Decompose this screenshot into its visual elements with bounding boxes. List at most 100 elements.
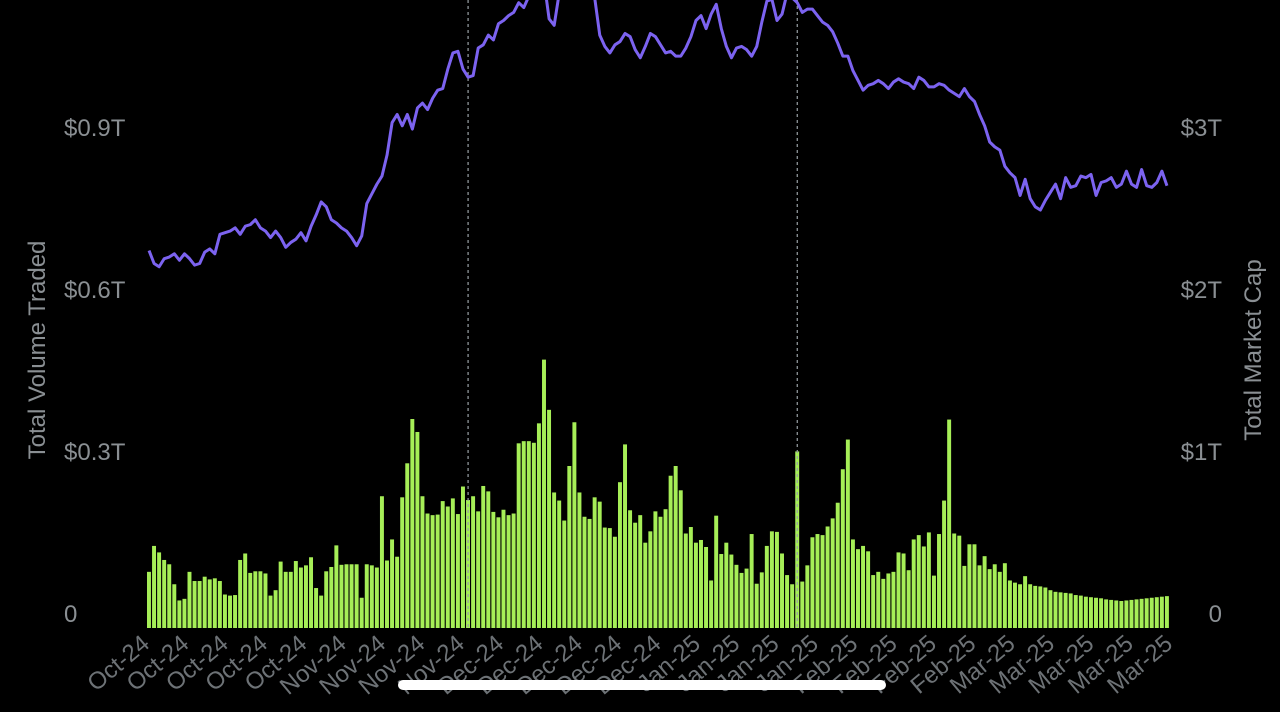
volume-bar — [1048, 590, 1053, 628]
volume-bar — [729, 554, 734, 628]
volume-bar — [491, 511, 496, 628]
volume-bar — [567, 466, 572, 628]
volume-bar — [693, 542, 698, 628]
volume-bar — [400, 497, 405, 628]
volume-bar — [795, 451, 800, 628]
volume-bar — [1007, 580, 1012, 628]
volume-bar — [374, 567, 379, 628]
volume-bar — [774, 531, 779, 628]
volume-bar — [1078, 595, 1083, 628]
volume-bar — [926, 532, 931, 628]
volume-bar — [390, 539, 395, 628]
y-right-axis-title: Total Market Cap — [1240, 259, 1267, 440]
volume-bar — [921, 546, 926, 628]
volume-bar — [1013, 582, 1017, 628]
volume-bar — [1094, 597, 1098, 628]
y-right-tick-label: 0 — [1209, 601, 1222, 628]
volume-bar — [481, 485, 486, 628]
volume-bar — [891, 571, 896, 628]
volume-bar — [623, 444, 627, 628]
volume-bar — [861, 545, 866, 628]
volume-bar — [648, 531, 653, 628]
volume-bar — [830, 518, 835, 628]
market-cap-line — [147, 0, 1169, 269]
volume-bar — [182, 598, 187, 628]
volume-bar — [460, 486, 465, 628]
volume-bar — [268, 595, 273, 628]
volume-bar — [395, 556, 400, 628]
volume-bar — [952, 533, 957, 628]
volume-bar — [349, 564, 354, 628]
volume-bar — [992, 564, 997, 628]
volume-bar — [947, 419, 952, 628]
volume-bar — [217, 581, 222, 628]
volume-bar — [192, 581, 197, 628]
volume-bar — [1088, 597, 1093, 628]
volume-bar — [759, 572, 764, 628]
volume-bar — [699, 539, 703, 628]
volume-bar — [167, 564, 172, 628]
volume-bar — [835, 502, 840, 628]
volume-bar — [1154, 597, 1159, 628]
volume-bar — [749, 534, 754, 628]
volume-bar — [663, 509, 668, 628]
volume-bar — [982, 556, 987, 628]
volume-bar — [931, 575, 936, 628]
volume-bar — [187, 571, 192, 628]
volume-bar — [800, 581, 805, 628]
volume-bar — [1043, 587, 1048, 628]
home-indicator[interactable] — [398, 680, 886, 690]
volume-bar — [856, 549, 860, 628]
volume-bar — [957, 535, 962, 628]
volume-bar — [344, 564, 349, 628]
volume-bar — [769, 531, 774, 628]
volume-bar — [734, 564, 739, 628]
volume-bar — [678, 490, 683, 628]
volume-bar — [1038, 586, 1043, 628]
volume-bar — [248, 572, 253, 628]
volume-bar — [688, 527, 693, 628]
volume-bar — [1144, 598, 1149, 628]
volume-bar — [1099, 598, 1104, 628]
volume-bar — [977, 565, 982, 628]
volume-bar — [1139, 598, 1144, 628]
volume-bar — [607, 528, 612, 628]
volume-bar — [410, 419, 415, 628]
y-right-tick-label: $1T — [1181, 439, 1223, 466]
volume-bar — [886, 573, 891, 628]
volume-bar — [845, 439, 850, 628]
volume-bar — [602, 527, 607, 628]
volume-bar — [1028, 584, 1033, 628]
volume-bar — [298, 567, 303, 628]
volume-bar — [278, 561, 283, 628]
volume-bar — [562, 520, 567, 628]
volume-bar — [967, 544, 972, 628]
volume-bar — [617, 482, 622, 628]
volume-bar — [633, 522, 638, 628]
volume-bar — [825, 526, 830, 628]
volume-bar — [744, 568, 749, 628]
volume-bar — [258, 571, 263, 628]
volume-bar — [309, 557, 314, 628]
vertical-markers — [467, 0, 798, 628]
volume-bar — [501, 509, 506, 628]
volume-bar — [714, 515, 719, 628]
volume-bar — [719, 554, 724, 628]
volume-bar — [896, 552, 901, 628]
volume-bar — [557, 500, 562, 628]
volume-bar — [288, 571, 293, 628]
volume-bar — [379, 496, 384, 628]
volume-bar — [334, 545, 339, 628]
volume-bar — [724, 542, 729, 628]
volume-bar — [415, 431, 420, 628]
volume-bar — [1068, 593, 1073, 628]
volume-bar — [683, 533, 688, 628]
volume-bar — [202, 576, 207, 628]
volume-bar — [420, 496, 425, 628]
volume-bar — [592, 497, 597, 628]
volume-bar — [430, 515, 435, 628]
volume-bar — [243, 553, 248, 628]
volume-bar — [1033, 585, 1038, 628]
volume-bar — [815, 534, 820, 628]
